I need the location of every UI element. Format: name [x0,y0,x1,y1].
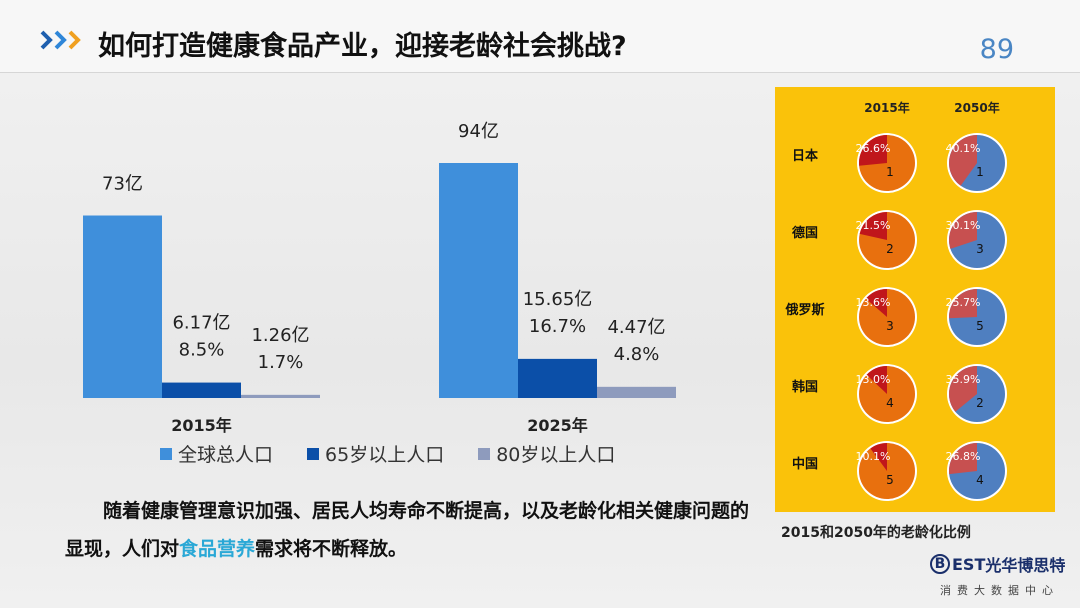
bar-total-1 [439,163,518,398]
summary-text: 随着健康管理意识加强、居民人均寿命不断提高，以及老龄化相关健康问题的显现，人们对 [65,500,750,560]
bar-total-0 [83,215,162,398]
bar-value-label: 6.17亿 [172,313,230,334]
legend-label-age80: 80岁以上人口 [496,444,616,466]
pie-percent-label: 30.1% [946,219,981,232]
legend-label-age65: 65岁以上人口 [325,444,445,466]
pie-rank-label: 4 [976,473,984,487]
pie-rank-label: 5 [976,319,984,333]
bar-percent-label: 8.5% [179,340,225,361]
pie-rank-label: 1 [976,165,984,179]
pie-row-country: 韩国 [792,379,818,395]
page-title: 如何打造健康食品产业，迎接老龄社会挑战? [98,31,627,62]
x-tick-label: 2025年 [527,416,588,435]
bar-age65-0 [162,382,241,398]
legend-item-total: 全球总人口 [160,440,273,467]
pie-percent-label: 26.8% [946,450,981,463]
bar-age80-1 [597,386,676,398]
brand-name-cn: 光华博思特 [985,556,1066,575]
bar-value-label: 4.47亿 [607,317,665,338]
bar-value-label: 73亿 [102,174,143,195]
pie-percent-label: 26.6% [856,142,891,155]
pie-row-country: 中国 [792,456,818,472]
legend-item-age65: 65岁以上人口 [307,440,444,467]
x-tick-label: 2015年 [171,416,232,435]
pie-aging-slice [865,289,887,317]
brand-logo: B EST 光华博思特 消费大数据中心 [930,552,1065,598]
bar-value-label: 94亿 [458,121,499,142]
pie-aging-slice [949,135,977,186]
summary-text-end: 需求将不断释放。 [255,538,408,560]
pie-rank-label: 1 [886,165,894,179]
pie-rank-label: 2 [976,396,984,410]
legend-swatch-total [160,447,172,460]
pie-percent-label: 40.1% [946,142,981,155]
aging-ratio-panel: 2015年 2050年日本 26.6% 1 40.1% 1 德国 21.5% 2 30.1% 3 俄罗… [775,87,1055,512]
legend-label-total: 全球总人口 [178,444,274,466]
pie-row-country: 俄罗斯 [784,302,824,318]
header-bar: 如何打造健康食品产业，迎接老龄社会挑战? 89 [0,0,1080,73]
pie-aging-slice [949,443,977,475]
pie-percent-label: 21.5% [856,219,891,232]
bar-value-label: 1.26亿 [251,325,309,346]
summary-highlight: 食品营养 [179,538,256,560]
chart-legend: 全球总人口 65岁以上人口 80岁以上人口 [160,440,649,467]
legend-swatch-age65 [307,447,320,460]
summary-paragraph: 随着健康管理意识加强、居民人均寿命不断提高，以及老龄化相关健康问题的显现，人们对… [65,492,755,568]
chevron-right-icon [40,30,81,50]
brand-subtitle: 消费大数据中心 [940,584,1059,597]
bar-percent-label: 1.7% [258,352,304,373]
pie-percent-label: 13.6% [856,296,891,309]
brand-name-latin: EST [952,554,986,574]
pie-rank-label: 2 [886,242,894,256]
pie-rank-label: 3 [886,319,894,333]
pie-aging-slice [949,289,977,319]
pie-aging-slice [949,212,977,249]
bar-value-label: 15.65亿 [523,289,593,310]
brand-b-icon: B [930,554,950,574]
pie-year-header: 2050年 [954,100,999,115]
pie-row-country: 日本 [792,148,818,164]
bar-age80-0 [241,394,320,398]
pie-aging-slice [870,443,887,471]
aging-panel-caption: 2015和2050年的老龄化比例 [781,525,971,541]
pie-rank-label: 3 [976,242,984,256]
pie-percent-label: 13.0% [856,373,891,386]
bar-percent-label: 16.7% [529,316,586,337]
pie-percent-label: 35.9% [946,373,981,386]
pie-aging-slice [859,212,887,240]
legend-item-age80: 80岁以上人口 [478,440,615,467]
bar-percent-label: 4.8% [614,344,660,365]
page-number: 89 [979,34,1014,65]
pie-rank-label: 5 [886,473,894,487]
pie-rank-label: 4 [886,396,894,410]
pie-row-country: 德国 [792,225,818,241]
pie-aging-slice [859,135,887,166]
population-bar-chart: 73亿 6.17亿 8.5% 1.26亿 1.7% 2015年 94亿 15.65亿 16.7%… [83,121,676,435]
bar-age65-1 [518,358,597,398]
pie-aging-slice [949,366,977,412]
legend-swatch-age80 [478,447,491,460]
pie-year-header: 2015年 [864,100,909,115]
pie-percent-label: 25.7% [946,296,981,309]
pie-percent-label: 10.1% [856,450,891,463]
pie-aging-slice [866,366,887,394]
